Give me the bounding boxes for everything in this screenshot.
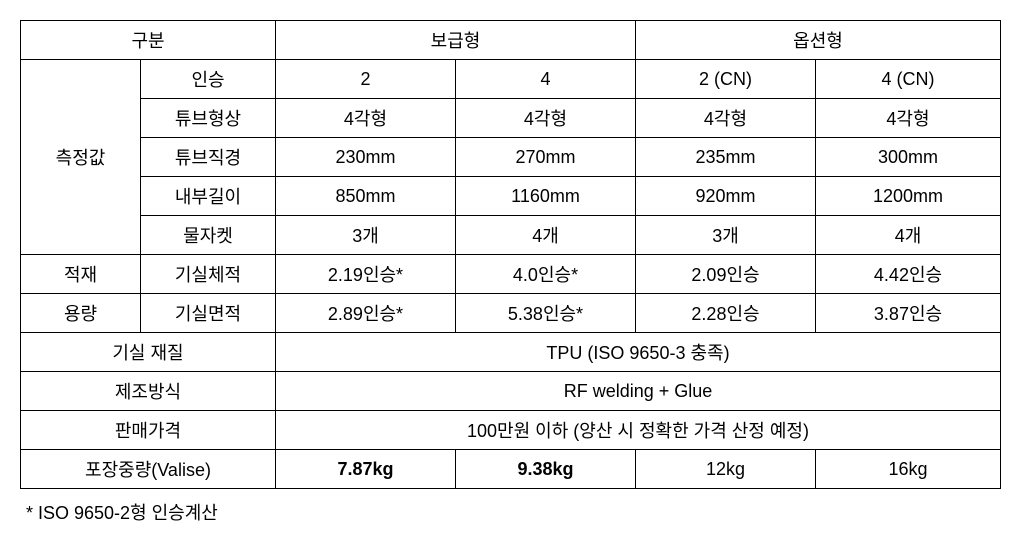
cell-value: 850mm bbox=[276, 177, 456, 216]
table-row: 적재 기실체적 2.19인승* 4.0인승* 2.09인승 4.42인승 bbox=[21, 255, 1001, 294]
row-label: 기실체적 bbox=[141, 255, 276, 294]
cell-weight-b: 9.38kg bbox=[456, 450, 636, 489]
cell-value: 300mm bbox=[816, 138, 1001, 177]
cell-value: 2.89인승* bbox=[276, 294, 456, 333]
cell-value: 5.38인승* bbox=[456, 294, 636, 333]
table-row: 튜브직경 230mm 270mm 235mm 300mm bbox=[21, 138, 1001, 177]
cell-weight-d: 16kg bbox=[816, 450, 1001, 489]
cell-value: 4 (CN) bbox=[816, 60, 1001, 99]
cell-value: 2.19인승* bbox=[276, 255, 456, 294]
row-label: 기실면적 bbox=[141, 294, 276, 333]
row-label-method: 제조방식 bbox=[21, 372, 276, 411]
table-row: 기실 재질 TPU (ISO 9650-3 충족) bbox=[21, 333, 1001, 372]
cell-value: 2 (CN) bbox=[636, 60, 816, 99]
table-row: 측정값 인승 2 4 2 (CN) 4 (CN) bbox=[21, 60, 1001, 99]
group-capacity-line2: 용량 bbox=[21, 294, 141, 333]
table-row: 튜브형상 4각형 4각형 4각형 4각형 bbox=[21, 99, 1001, 138]
cell-value: 4개 bbox=[816, 216, 1001, 255]
cell-weight-a: 7.87kg bbox=[276, 450, 456, 489]
table-row: 용량 기실면적 2.89인승* 5.38인승* 2.28인승 3.87인승 bbox=[21, 294, 1001, 333]
table-row: 판매가격 100만원 이하 (양산 시 정확한 가격 산정 예정) bbox=[21, 411, 1001, 450]
row-label-price: 판매가격 bbox=[21, 411, 276, 450]
cell-value: 1160mm bbox=[456, 177, 636, 216]
header-standard: 보급형 bbox=[276, 21, 636, 60]
row-label: 인승 bbox=[141, 60, 276, 99]
table-header-row: 구분 보급형 옵션형 bbox=[21, 21, 1001, 60]
cell-value: 4.42인승 bbox=[816, 255, 1001, 294]
header-option: 옵션형 bbox=[636, 21, 1001, 60]
cell-method-value: RF welding + Glue bbox=[276, 372, 1001, 411]
cell-value: 3개 bbox=[276, 216, 456, 255]
footnote-text: * ISO 9650-2형 인승계산 bbox=[20, 499, 1006, 525]
cell-price-value: 100만원 이하 (양산 시 정확한 가격 산정 예정) bbox=[276, 411, 1001, 450]
cell-value: 4개 bbox=[456, 216, 636, 255]
row-label-material: 기실 재질 bbox=[21, 333, 276, 372]
cell-value: 4각형 bbox=[276, 99, 456, 138]
cell-value: 270mm bbox=[456, 138, 636, 177]
cell-value: 3개 bbox=[636, 216, 816, 255]
cell-weight-c: 12kg bbox=[636, 450, 816, 489]
cell-value: 4각형 bbox=[636, 99, 816, 138]
cell-value: 230mm bbox=[276, 138, 456, 177]
cell-value: 4 bbox=[456, 60, 636, 99]
row-label: 물자켓 bbox=[141, 216, 276, 255]
spec-table: 구분 보급형 옵션형 측정값 인승 2 4 2 (CN) 4 (CN) 튜브형상… bbox=[20, 20, 1001, 489]
cell-value: 2.09인승 bbox=[636, 255, 816, 294]
header-division: 구분 bbox=[21, 21, 276, 60]
row-label: 튜브형상 bbox=[141, 99, 276, 138]
cell-value: 4.0인승* bbox=[456, 255, 636, 294]
cell-value: 4각형 bbox=[456, 99, 636, 138]
cell-value: 920mm bbox=[636, 177, 816, 216]
cell-value: 1200mm bbox=[816, 177, 1001, 216]
table-row: 제조방식 RF welding + Glue bbox=[21, 372, 1001, 411]
cell-value: 235mm bbox=[636, 138, 816, 177]
table-row: 물자켓 3개 4개 3개 4개 bbox=[21, 216, 1001, 255]
group-capacity-line1: 적재 bbox=[21, 255, 141, 294]
cell-value: 2.28인승 bbox=[636, 294, 816, 333]
row-label: 튜브직경 bbox=[141, 138, 276, 177]
group-measurement: 측정값 bbox=[21, 60, 141, 255]
cell-value: 4각형 bbox=[816, 99, 1001, 138]
row-label-weight: 포장중량(Valise) bbox=[21, 450, 276, 489]
table-row: 포장중량(Valise) 7.87kg 9.38kg 12kg 16kg bbox=[21, 450, 1001, 489]
cell-value: 3.87인승 bbox=[816, 294, 1001, 333]
cell-value: 2 bbox=[276, 60, 456, 99]
row-label: 내부길이 bbox=[141, 177, 276, 216]
cell-material-value: TPU (ISO 9650-3 충족) bbox=[276, 333, 1001, 372]
table-row: 내부길이 850mm 1160mm 920mm 1200mm bbox=[21, 177, 1001, 216]
